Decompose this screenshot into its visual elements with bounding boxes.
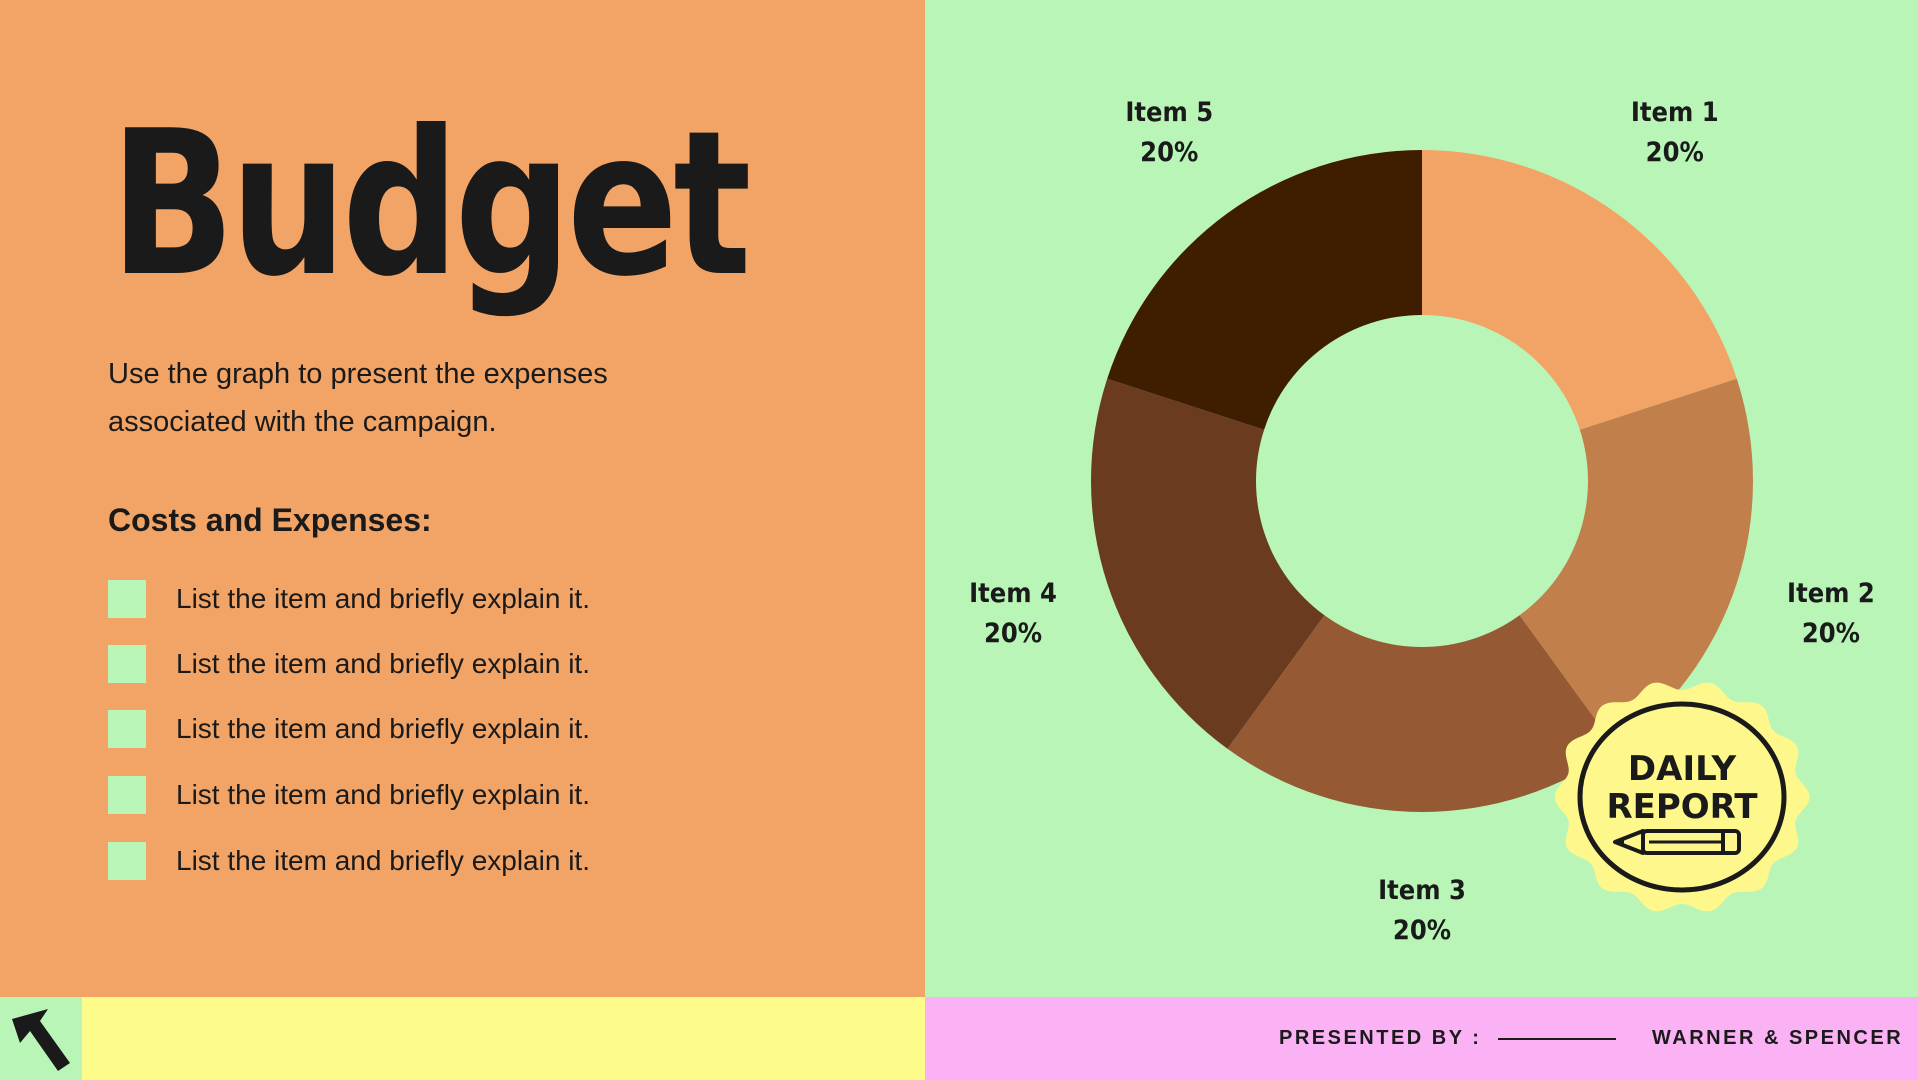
- list-item-text: List the item and briefly explain it.: [176, 778, 590, 810]
- daily-report-badge: DAILY REPORT: [1555, 682, 1810, 912]
- list-item: List the item and briefly explain it.: [108, 828, 590, 893]
- bullet-square: [108, 775, 146, 814]
- badge-line1: DAILY: [1628, 749, 1737, 789]
- presented-by-label: PRESENTED BY :: [1279, 1027, 1482, 1049]
- list-item-text: List the item and briefly explain it.: [176, 844, 590, 876]
- donut-slices: [1091, 150, 1753, 812]
- list-item: List the item and briefly explain it.: [108, 762, 590, 827]
- slice-labels: Item 1 20% Item 2 20% Item 3 20% Item 4 20% Item…: [969, 97, 1875, 946]
- list-item-text: List the item and briefly explain it.: [176, 582, 590, 614]
- pencil-icon: [1613, 829, 1741, 855]
- slice-value-label: 20%: [1140, 137, 1198, 168]
- bullet-square: [108, 841, 146, 880]
- company-name: WARNER & SPENCER: [1652, 1027, 1904, 1049]
- donut-chart: Item 1 20% Item 2 20% Item 3 20% Item 4 20% Item…: [969, 97, 1875, 946]
- slice-value-label: 20%: [984, 618, 1042, 649]
- list-item: List the item and briefly explain it.: [108, 696, 590, 761]
- list-item-text: List the item and briefly explain it.: [176, 712, 590, 744]
- bullet-square: [108, 644, 146, 683]
- list-item-text: List the item and briefly explain it.: [176, 647, 590, 679]
- donut-slice-5: [1107, 150, 1422, 430]
- footer-divider-line: [1498, 1038, 1616, 1040]
- costs-list: List the item and briefly explain it. Li…: [108, 566, 590, 893]
- slice-category-label: Item 4: [969, 578, 1057, 609]
- badge-ring: [1577, 701, 1787, 893]
- slice-category-label: Item 2: [1787, 578, 1875, 609]
- list-item: List the item and briefly explain it.: [108, 566, 590, 631]
- slice-value-label: 20%: [1802, 618, 1860, 649]
- donut-slice-3: [1227, 615, 1617, 812]
- left-panel: [0, 0, 925, 997]
- bullet-square: [108, 579, 146, 618]
- list-item: List the item and briefly explain it.: [108, 631, 590, 696]
- footer-left-bar: [0, 997, 925, 1080]
- slice-value-label: 20%: [1393, 915, 1451, 946]
- donut-slice-2: [1519, 378, 1753, 749]
- slice-category-label: Item 5: [1125, 97, 1213, 128]
- slide-subtitle: Use the graph to present the expenses as…: [108, 358, 608, 438]
- badge-scallop-shape: [1555, 682, 1810, 912]
- footer-right-bar: [925, 997, 1918, 1080]
- slide-title: Budget: [110, 88, 752, 321]
- slice-category-label: Item 3: [1378, 875, 1466, 906]
- costs-heading: Costs and Expenses:: [108, 502, 432, 538]
- arrow-box: [0, 997, 82, 1080]
- donut-slice-4: [1091, 378, 1325, 749]
- donut-slice-1: [1422, 150, 1737, 430]
- arrow-up-left-icon: [12, 1009, 70, 1071]
- bullet-square: [108, 709, 146, 748]
- slice-value-label: 20%: [1646, 137, 1704, 168]
- badge-line2: REPORT: [1606, 787, 1758, 827]
- slice-category-label: Item 1: [1631, 97, 1719, 128]
